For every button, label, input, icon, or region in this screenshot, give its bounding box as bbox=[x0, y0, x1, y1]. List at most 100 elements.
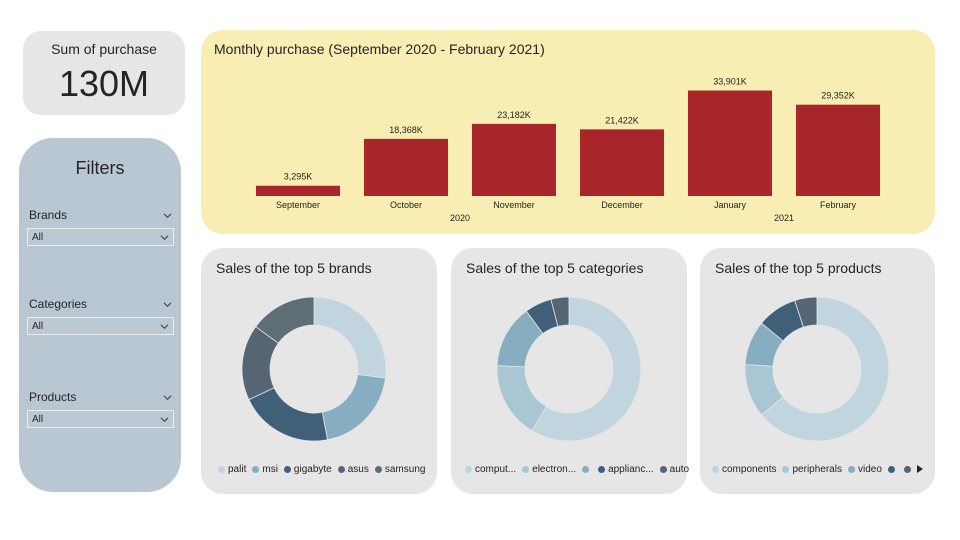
chevron-down-icon[interactable] bbox=[163, 211, 172, 220]
legend-item[interactable]: peripherals bbox=[782, 464, 842, 475]
legend-next-icon[interactable] bbox=[917, 465, 923, 473]
legend-item[interactable]: electron... bbox=[522, 464, 576, 475]
x-tick-label: December bbox=[601, 200, 643, 210]
legend-label: comput... bbox=[475, 464, 517, 475]
legend-item[interactable]: applianc... bbox=[598, 464, 654, 475]
products-donut-card: Sales of the top 5 products components pe… bbox=[700, 248, 935, 494]
legend-dot-icon bbox=[847, 466, 855, 473]
brands-legend: palit msi gigabyte asus samsung bbox=[218, 464, 425, 475]
bar-data-label: 33,901K bbox=[713, 77, 747, 87]
brands-donut-card: Sales of the top 5 brands palit msi gigaby… bbox=[201, 248, 437, 494]
x-tick-label: November bbox=[493, 200, 535, 210]
legend-dot-icon bbox=[218, 466, 225, 473]
chevron-down-icon[interactable] bbox=[163, 300, 172, 309]
bar-january[interactable] bbox=[688, 90, 772, 196]
legend-item[interactable]: components bbox=[712, 464, 776, 475]
legend-item[interactable]: samsung bbox=[374, 464, 426, 475]
legend-item[interactable] bbox=[887, 466, 898, 473]
legend-item[interactable]: palit bbox=[218, 464, 246, 475]
legend-label: components bbox=[722, 464, 777, 475]
x-year-label: 2021 bbox=[774, 213, 794, 223]
x-tick-label: October bbox=[390, 200, 422, 210]
bar-november[interactable] bbox=[472, 123, 556, 196]
categories-chart-title: Sales of the top 5 categories bbox=[466, 260, 644, 276]
legend-label: auto bbox=[669, 464, 690, 475]
monthly-chart-title: Monthly purchase (September 2020 - Febru… bbox=[214, 41, 545, 57]
legend-dot-icon bbox=[337, 466, 345, 473]
bar-data-label: 18,368K bbox=[389, 125, 423, 135]
donut-slice-auto[interactable] bbox=[550, 296, 570, 327]
bar-december[interactable] bbox=[580, 129, 664, 196]
brands-donut-chart bbox=[241, 296, 387, 442]
filter-brands-label: Brands bbox=[29, 208, 68, 222]
legend-dot-icon bbox=[782, 466, 790, 473]
categories-dropdown-value: All bbox=[32, 320, 44, 332]
brands-dropdown[interactable]: All bbox=[27, 228, 174, 246]
legend-label: msi bbox=[262, 464, 278, 475]
bar-september[interactable] bbox=[256, 185, 340, 196]
chevron-down-icon[interactable] bbox=[163, 393, 172, 402]
donut-slice-item-5[interactable] bbox=[794, 296, 818, 328]
legend-dot-icon bbox=[712, 466, 719, 473]
donut-slice-samsung[interactable] bbox=[255, 296, 315, 344]
categories-donut-chart bbox=[496, 296, 642, 442]
products-legend: components peripherals video bbox=[712, 464, 914, 475]
brands-chart-title: Sales of the top 5 brands bbox=[216, 260, 372, 276]
legend-item[interactable]: msi bbox=[252, 464, 278, 475]
legend-dot-icon bbox=[903, 466, 911, 473]
legend-dot-icon bbox=[582, 466, 590, 473]
filter-products: Products All bbox=[27, 390, 174, 428]
x-tick-label: January bbox=[714, 200, 747, 210]
legend-dot-icon bbox=[659, 466, 667, 473]
legend-dot-icon bbox=[374, 466, 382, 473]
legend-dot-icon bbox=[465, 466, 472, 473]
donut-slice-palit[interactable] bbox=[313, 296, 387, 379]
x-tick-label: September bbox=[276, 200, 320, 210]
products-dropdown[interactable]: All bbox=[27, 410, 174, 428]
legend-item[interactable] bbox=[903, 466, 914, 473]
bar-data-label: 3,295K bbox=[284, 172, 313, 182]
bar-october[interactable] bbox=[364, 138, 448, 196]
legend-dot-icon bbox=[598, 466, 606, 473]
categories-legend: comput... electron... applianc... auto bbox=[465, 464, 689, 475]
legend-dot-icon bbox=[887, 466, 895, 473]
products-donut-chart bbox=[744, 296, 890, 442]
legend-dot-icon bbox=[283, 466, 291, 473]
legend-label: palit bbox=[228, 464, 247, 475]
products-dropdown-value: All bbox=[32, 413, 44, 425]
monthly-purchase-card: Monthly purchase (September 2020 - Febru… bbox=[201, 30, 935, 234]
categories-dropdown[interactable]: All bbox=[27, 317, 174, 335]
donut-slice-msi[interactable] bbox=[321, 374, 386, 441]
chevron-down-icon bbox=[160, 234, 169, 240]
filter-categories-label: Categories bbox=[29, 297, 88, 311]
legend-label: peripherals bbox=[792, 464, 842, 475]
filters-panel: Filters Brands All Categories All Produc… bbox=[19, 138, 181, 492]
chevron-down-icon bbox=[160, 323, 169, 329]
donut-slice-components[interactable] bbox=[760, 296, 890, 442]
filter-products-label: Products bbox=[29, 390, 77, 404]
products-chart-title: Sales of the top 5 products bbox=[715, 260, 882, 276]
bar-data-label: 21,422K bbox=[605, 115, 639, 125]
donut-slice-gigabyte[interactable] bbox=[248, 387, 328, 442]
monthly-bar-chart: 3,295K September 18,368K October 23,182K Nove… bbox=[256, 77, 880, 223]
legend-item[interactable]: asus bbox=[337, 464, 369, 475]
filter-categories: Categories All bbox=[27, 297, 174, 335]
bar-data-label: 23,182K bbox=[497, 110, 531, 120]
x-tick-label: February bbox=[820, 200, 857, 210]
filter-brands: Brands All bbox=[27, 208, 174, 246]
chevron-down-icon bbox=[160, 416, 169, 422]
kpi-label: Sum of purchase bbox=[51, 41, 157, 57]
legend-item[interactable]: comput... bbox=[465, 464, 516, 475]
legend-item[interactable]: video bbox=[847, 464, 882, 475]
categories-donut-card: Sales of the top 5 categories comput... e… bbox=[451, 248, 689, 494]
legend-dot-icon bbox=[522, 466, 530, 473]
legend-item[interactable]: gigabyte bbox=[283, 464, 332, 475]
legend-item[interactable] bbox=[582, 466, 592, 473]
legend-item[interactable]: auto bbox=[659, 464, 690, 475]
donut-slice-comput[interactable] bbox=[531, 296, 642, 442]
legend-label: applianc... bbox=[608, 464, 654, 475]
legend-label: samsung bbox=[384, 464, 426, 475]
kpi-value: 130M bbox=[58, 63, 150, 104]
bar-february[interactable] bbox=[796, 104, 880, 196]
brands-dropdown-value: All bbox=[32, 231, 44, 243]
